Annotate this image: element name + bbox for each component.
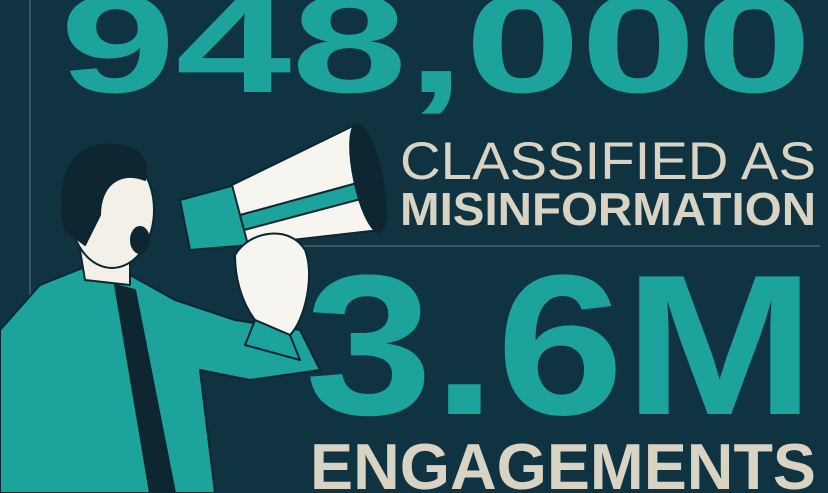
megaphone-rim bbox=[349, 123, 387, 233]
cuff bbox=[244, 319, 301, 361]
mouth bbox=[130, 226, 150, 254]
hair bbox=[61, 143, 148, 246]
stat-figure: 3.6M bbox=[305, 234, 815, 457]
stat-caption-bold: ENGAGEMENTS bbox=[310, 430, 816, 493]
hands bbox=[234, 232, 311, 336]
illustration bbox=[0, 123, 387, 493]
tie bbox=[114, 284, 176, 493]
stat-caption-light: CLASSIFIED AS bbox=[400, 132, 816, 191]
stat-caption-bold: MISINFORMATION bbox=[400, 183, 816, 235]
shirt bbox=[0, 264, 321, 493]
stat-figure: 948,000 bbox=[60, 0, 812, 122]
